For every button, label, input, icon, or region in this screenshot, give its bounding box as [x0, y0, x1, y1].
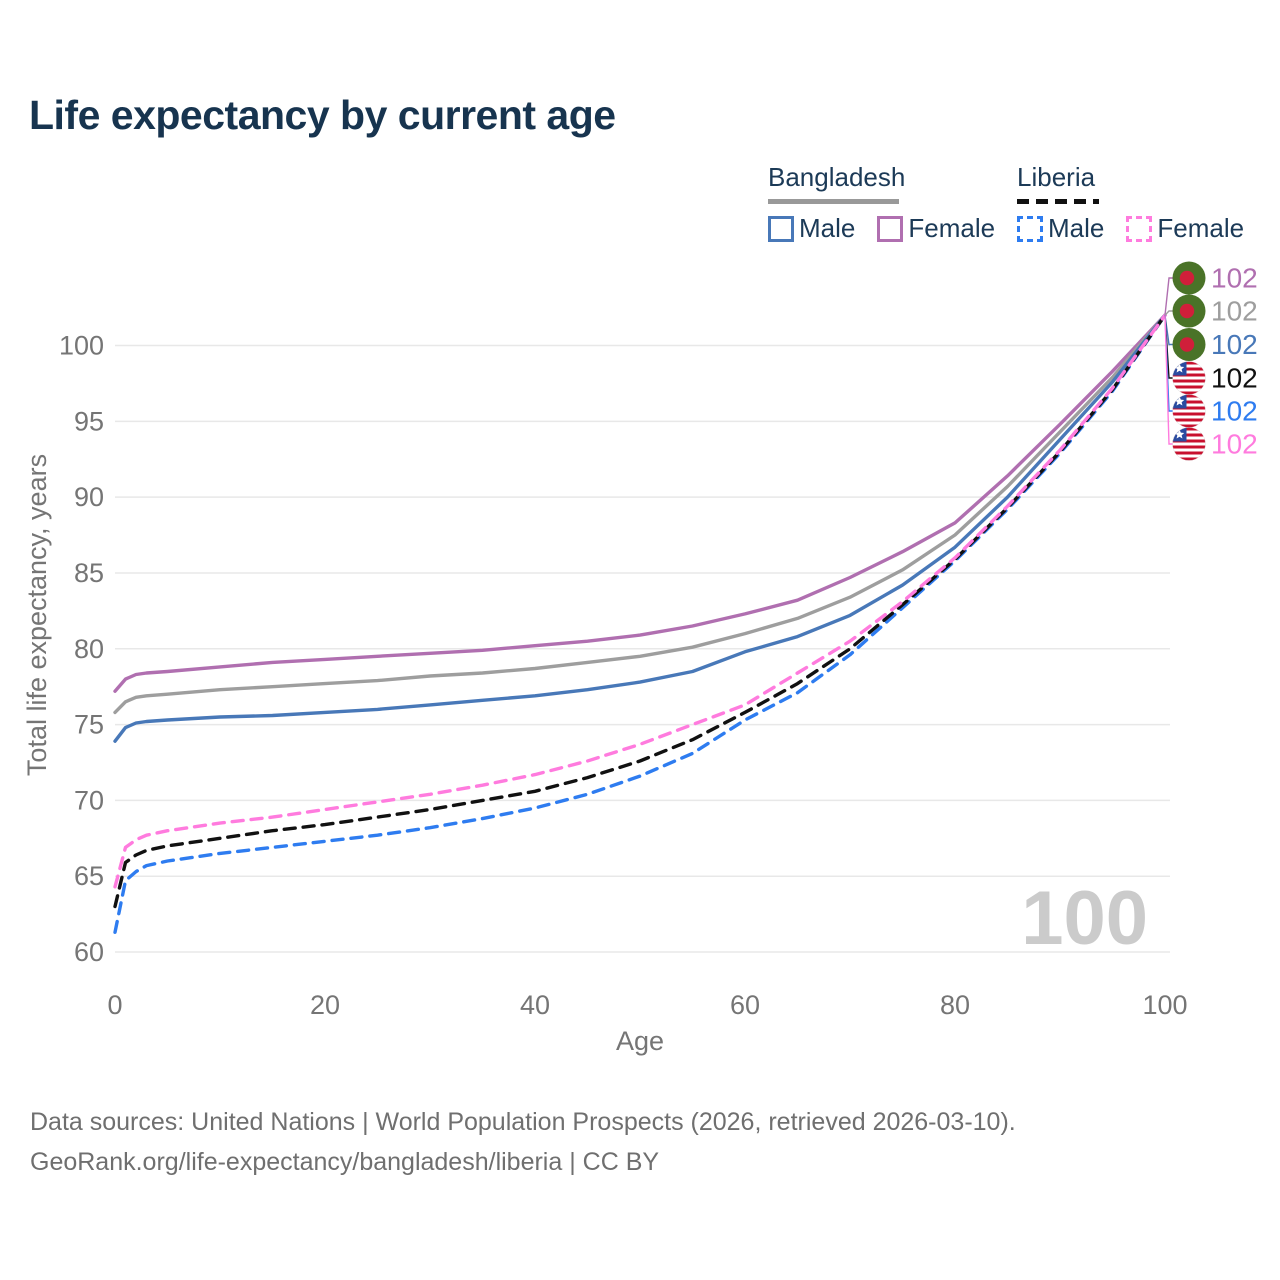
x-tick-label: 80: [940, 990, 970, 1020]
y-tick-label: 95: [74, 406, 104, 436]
end-value-label: 102: [1211, 429, 1258, 460]
liberia-flag-icon: [1172, 427, 1206, 461]
series-line-liberia-both-sexes: [113, 313, 1167, 909]
page-title: Life expectancy by current age: [29, 92, 616, 138]
y-tick-label: 70: [74, 785, 104, 815]
end-value-label: 102: [1211, 363, 1258, 394]
series-line-bangladesh-both-sexes: [113, 313, 1167, 715]
x-axis-title: Age: [616, 1026, 664, 1056]
legend-item-liberia-male: Male: [1017, 213, 1104, 244]
legend-header-bangladesh: Bangladesh: [768, 162, 906, 192]
legend-label: Male: [1048, 213, 1105, 243]
x-tick-label: 0: [107, 990, 122, 1020]
legend-header-liberia: Liberia: [1017, 162, 1096, 192]
series-line-liberia-female: [113, 313, 1167, 889]
x-tick-label: 60: [730, 990, 760, 1020]
legend-label: Female: [908, 213, 996, 243]
x-tick-label: 40: [520, 990, 550, 1020]
y-tick-label: 60: [74, 937, 104, 967]
series-line-bangladesh-male: [113, 313, 1167, 743]
data-sources-text: Data sources: United Nations | World Pop…: [30, 1108, 1016, 1136]
end-value-label: 102: [1211, 329, 1258, 360]
legend-group-bangladesh: Bangladesh Male Female: [768, 162, 995, 244]
legend-label: Male: [799, 213, 856, 243]
legend-item-liberia-female: Female: [1126, 213, 1244, 244]
y-tick-label: 65: [74, 861, 104, 891]
liberia-flag-icon: [1172, 361, 1206, 395]
bangladesh-female-swatch-icon: [877, 215, 904, 242]
y-tick-label: 80: [74, 634, 104, 664]
y-axis-title: Total life expectancy, years: [22, 454, 52, 776]
end-value-label: 102: [1211, 296, 1258, 327]
age-watermark: 100: [1021, 876, 1148, 961]
liberia-flag-icon: [1172, 394, 1206, 428]
legend-underline-dashed: [1017, 199, 1099, 204]
y-tick-label: 100: [59, 331, 104, 361]
liberia-male-swatch-icon: [1017, 215, 1043, 242]
x-tick-label: 20: [310, 990, 340, 1020]
legend-label: Female: [1157, 213, 1245, 243]
legend-item-bangladesh-female: Female: [877, 213, 995, 244]
series-line-bangladesh-female: [113, 313, 1167, 693]
end-value-label: 102: [1211, 396, 1258, 427]
attribution-text: GeoRank.org/life-expectancy/bangladesh/l…: [30, 1148, 660, 1176]
bangladesh-flag-icon: [1172, 294, 1206, 328]
y-tick-label: 75: [74, 710, 104, 740]
legend-underline-solid: [768, 199, 899, 204]
series-line-liberia-male: [113, 313, 1167, 934]
bangladesh-flag-icon: [1172, 261, 1206, 295]
bangladesh-flag-icon: [1172, 328, 1206, 361]
y-tick-label: 85: [74, 558, 104, 588]
end-value-label: 102: [1211, 263, 1258, 294]
liberia-female-swatch-icon: [1126, 215, 1153, 242]
legend-group-liberia: Liberia Male Female: [1017, 162, 1244, 244]
y-tick-label: 90: [74, 482, 104, 512]
bangladesh-male-swatch-icon: [768, 215, 794, 242]
x-tick-label: 100: [1142, 990, 1187, 1020]
legend-item-bangladesh-male: Male: [768, 213, 855, 244]
